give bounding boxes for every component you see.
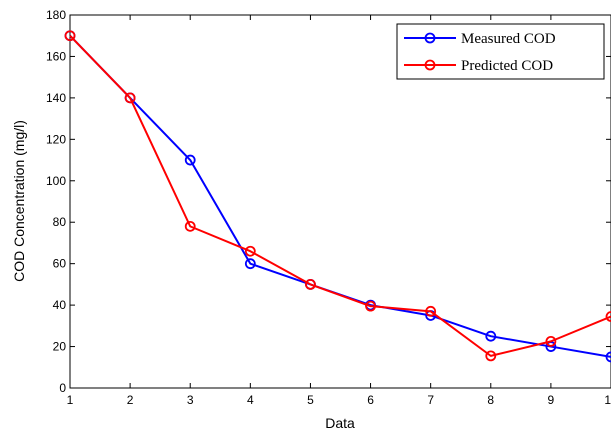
data-point: [244, 258, 256, 270]
series-1: [64, 30, 611, 362]
x-tick-label: 3: [187, 393, 194, 407]
data-point: [184, 154, 196, 166]
legend-marker-measured: [424, 32, 436, 44]
y-tick-label: 120: [46, 132, 66, 146]
y-tick-label: 80: [53, 215, 67, 229]
data-point: [64, 30, 76, 42]
axes: 12345678910020406080100120140160180: [46, 8, 611, 407]
data-point: [485, 350, 497, 362]
x-tick-label: 4: [247, 393, 254, 407]
y-tick-label: 60: [53, 257, 67, 271]
x-tick-label: 1: [67, 393, 74, 407]
legend-label-predicted: Predicted COD: [461, 58, 553, 74]
data-point: [605, 351, 611, 363]
data-point: [425, 305, 437, 317]
x-tick-label: 8: [487, 393, 494, 407]
legend: Measured COD Predicted COD: [396, 23, 605, 80]
legend-label-measured: Measured COD: [461, 31, 556, 47]
y-tick-label: 20: [53, 340, 67, 354]
data-point: [305, 278, 316, 290]
data-point: [545, 335, 557, 347]
y-tick-label: 40: [53, 298, 67, 312]
y-tick-label: 140: [46, 91, 66, 105]
legend-marker-predicted: [424, 59, 436, 71]
x-tick-label: 5: [307, 393, 314, 407]
data-point: [485, 330, 497, 342]
x-tick-label: 6: [367, 393, 374, 407]
y-tick-label: 100: [46, 174, 66, 188]
series-line: [69, 35, 611, 357]
x-tick-label: 2: [127, 393, 134, 407]
data-point: [244, 245, 256, 257]
x-tick-label: 10: [604, 393, 611, 407]
x-tick-label: 7: [427, 393, 434, 407]
x-tick-label: 9: [548, 393, 555, 407]
y-tick-label: 0: [59, 381, 66, 395]
y-tick-label: 180: [46, 8, 66, 22]
data-point: [124, 92, 136, 104]
y-axis-label: COD Concentration (mg/l): [11, 120, 27, 282]
x-axis-label: Data: [325, 415, 355, 431]
series-layer: [64, 30, 611, 363]
data-point: [365, 300, 376, 312]
y-tick-label: 160: [46, 49, 66, 63]
data-point: [605, 311, 611, 322]
data-point: [184, 220, 196, 232]
